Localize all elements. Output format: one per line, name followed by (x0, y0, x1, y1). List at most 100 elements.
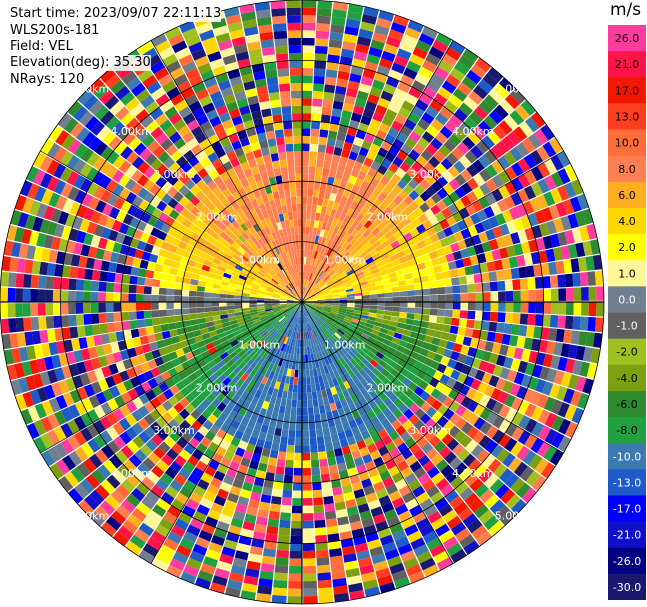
velocity-gate (173, 118, 187, 131)
velocity-gate (455, 335, 465, 345)
velocity-gate (307, 392, 313, 400)
velocity-gate (240, 372, 249, 382)
velocity-gate (457, 82, 473, 96)
velocity-gate (243, 355, 252, 364)
velocity-gate (261, 147, 270, 157)
velocity-gate (204, 307, 212, 313)
velocity-gate (379, 582, 396, 594)
velocity-gate (149, 171, 162, 184)
velocity-gate (66, 170, 80, 186)
velocity-gate (219, 513, 232, 525)
velocity-gate (154, 40, 171, 54)
velocity-gate (100, 189, 112, 203)
velocity-gate (138, 327, 147, 337)
velocity-gate (557, 315, 566, 329)
velocity-gate (345, 352, 353, 361)
velocity-gate (158, 302, 167, 310)
velocity-gate (385, 483, 398, 495)
velocity-gate (99, 430, 113, 444)
velocity-gate (339, 221, 347, 230)
velocity-gate (83, 302, 91, 314)
velocity-gate (347, 350, 356, 358)
velocity-gate (351, 318, 360, 324)
velocity-gate (331, 292, 339, 296)
velocity-gate (116, 126, 131, 141)
velocity-gate (284, 267, 290, 276)
velocity-gate (459, 435, 473, 448)
velocity-gate (161, 181, 173, 193)
velocity-gate (27, 405, 40, 422)
velocity-gate (167, 274, 177, 282)
velocity-gate (294, 323, 298, 332)
velocity-gate (395, 503, 409, 516)
velocity-gate (353, 161, 363, 171)
velocity-gate (241, 342, 250, 350)
velocity-gate (413, 124, 426, 137)
colorbar-tick-label: -17.0 (613, 503, 641, 516)
velocity-gate (399, 312, 408, 319)
velocity-gate (392, 529, 407, 542)
velocity-gate (275, 466, 285, 475)
velocity-gate (272, 347, 278, 356)
velocity-gate (397, 382, 408, 393)
velocity-gate (481, 219, 492, 231)
velocity-gate (302, 520, 314, 529)
velocity-gate (170, 260, 180, 269)
velocity-gate (53, 277, 62, 290)
velocity-gate (266, 169, 275, 178)
velocity-gate (423, 430, 436, 442)
velocity-gate (362, 298, 370, 302)
velocity-gate (436, 199, 448, 211)
velocity-gate (354, 304, 363, 309)
velocity-gate (271, 496, 282, 505)
velocity-gate (415, 39, 432, 53)
velocity-gate (325, 69, 338, 79)
velocity-gate (279, 297, 288, 300)
velocity-gate (404, 27, 421, 40)
velocity-gate (173, 73, 188, 87)
velocity-gate (207, 152, 219, 163)
velocity-gate (230, 436, 241, 447)
velocity-gate (43, 234, 54, 249)
velocity-gate (347, 302, 355, 305)
velocity-gate (376, 411, 387, 422)
velocity-gate (307, 292, 315, 298)
velocity-gate (494, 259, 504, 271)
velocity-gate (0, 287, 8, 302)
velocity-gate (196, 307, 205, 313)
velocity-gate (449, 325, 459, 335)
velocity-gate (505, 422, 518, 437)
velocity-gate (437, 302, 446, 309)
velocity-gate (30, 288, 39, 302)
velocity-gate (437, 287, 446, 295)
velocity-gate (330, 309, 339, 314)
velocity-gate (377, 147, 389, 158)
velocity-gate (393, 363, 404, 373)
velocity-gate (173, 167, 186, 180)
velocity-gate (117, 253, 127, 265)
velocity-gate (188, 41, 204, 54)
velocity-gate (83, 291, 91, 302)
velocity-gate (495, 212, 507, 226)
colorbar-segment (608, 77, 646, 104)
velocity-gate (289, 52, 301, 61)
velocity-gate (347, 304, 355, 308)
velocity-gate (423, 530, 438, 544)
velocity-gate (247, 337, 256, 345)
velocity-gate (333, 253, 340, 261)
velocity-gate (219, 231, 229, 241)
velocity-gate (401, 100, 415, 112)
velocity-gate (479, 407, 492, 421)
velocity-gate (276, 221, 283, 231)
velocity-gate (223, 143, 234, 154)
velocity-gate (437, 86, 452, 100)
velocity-gate (309, 369, 314, 378)
velocity-gate (138, 199, 150, 212)
velocity-gate (400, 550, 416, 563)
velocity-gate (402, 247, 413, 256)
velocity-gate (134, 345, 144, 356)
velocity-gate (285, 196, 292, 206)
velocity-gate (248, 350, 257, 359)
velocity-gate (229, 362, 238, 372)
velocity-gate (29, 359, 40, 375)
